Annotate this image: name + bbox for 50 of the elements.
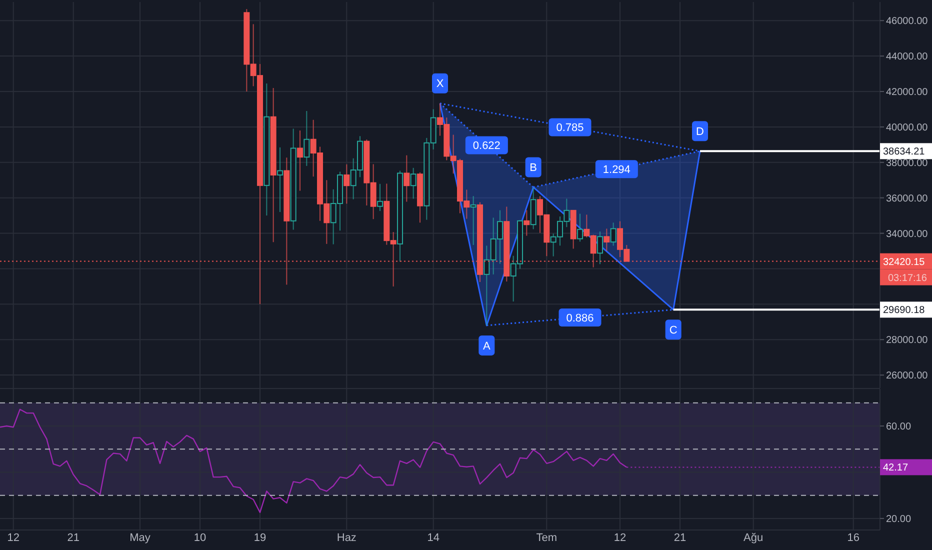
annotation: 0.886 [566,312,594,324]
x-tick-label: 10 [194,532,206,544]
x-tick-label: 12 [7,532,20,544]
y-tick-label: 38000.00 [886,158,928,169]
y-tick-label: 42000.00 [886,87,928,98]
data-label: D [696,126,704,138]
x-tick-label: May [130,532,151,544]
y-tick-label: 44000.00 [886,52,928,63]
candlestick [404,154,410,202]
candlestick [610,222,616,246]
y-tick-label: 28000.00 [886,335,928,346]
data-label: C [669,324,678,337]
annotation: 1.294 [602,164,630,176]
data-label: X [436,78,444,90]
candlestick [597,231,603,265]
y-tick-label: 40000.00 [886,122,928,134]
x-tick-label: Haz [336,532,356,544]
ref-line-label: 32420.15 [883,256,926,268]
candlestick [470,196,476,246]
candlestick [524,210,530,236]
x-tick-label: 12 [614,532,626,544]
ref-line-label: 42.17 [883,462,908,474]
x-tick-label: Ağu [744,532,764,544]
x-tick-label: 19 [254,532,266,544]
candlestick [297,130,303,192]
candlestick [577,213,583,242]
x-tick-label: 14 [427,532,440,544]
candlestick [304,110,310,166]
x-tick-label: 21 [67,532,80,544]
text: 03:17:16 [888,272,928,284]
x-tick-label: Tem [536,532,558,544]
candlestick [604,228,610,252]
x-tick-label: 21 [674,532,686,544]
data-label: A [482,340,491,352]
candlestick [344,164,350,204]
y-tick-label: 20.00 [886,514,912,525]
y-tick-label: 26000.00 [886,370,928,382]
ref-line-label: 29690.18 [883,305,926,316]
y-tick-label: 46000.00 [886,16,928,28]
y-tick-label: 60.00 [886,421,912,432]
annotation: 0.785 [556,122,584,134]
candlestick [377,183,383,212]
y-tick-label: 34000.00 [886,228,928,240]
candlestick [410,167,416,200]
y-tick-label: 36000.00 [886,193,928,204]
data-label: B [530,162,538,174]
x-tick-label: 16 [847,532,860,544]
annotation: 0.622 [472,140,500,152]
ref-line-label: 38634.21 [883,146,926,158]
candlestick [277,146,283,213]
